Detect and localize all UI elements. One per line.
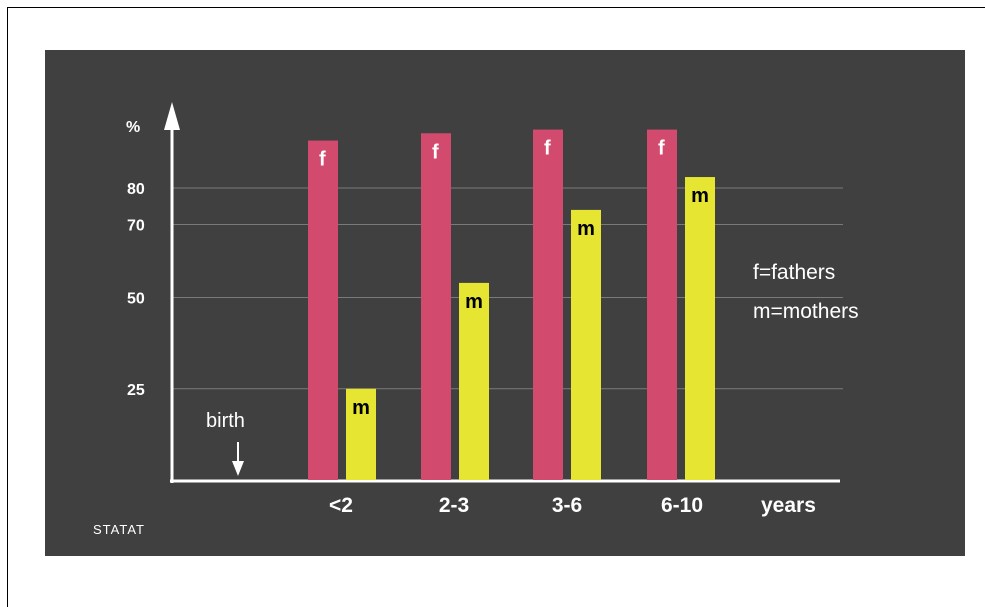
- y-tick-label-70: 70: [127, 218, 145, 235]
- x-tick-label-1: 2-3: [439, 494, 469, 517]
- bar-mothers-0: [346, 388, 376, 480]
- bar-label-mothers-2: m: [577, 218, 595, 240]
- bar-chart: % 25 50 70 80 f f f f m m m m <2 2-3 3-6 6-10 years b…: [93, 102, 859, 537]
- legend-fathers: f=fathers: [753, 261, 835, 284]
- x-tick-label-0: <2: [329, 494, 353, 517]
- bar-label-mothers-0: m: [352, 397, 370, 419]
- bar-label-fathers-0: f: [319, 149, 326, 171]
- bars: f f f f m m m m: [308, 129, 715, 481]
- chart-panel: % 25 50 70 80 f f f f m m m m <2 2-3 3-6 6-10 years b…: [45, 50, 965, 556]
- y-tick-labels: 25 50 70 80: [127, 181, 145, 399]
- credit-label: STATAT: [93, 522, 145, 537]
- axes: [164, 102, 840, 483]
- bar-mothers-1: [459, 282, 489, 480]
- grid-lines: [172, 187, 843, 390]
- y-unit-label: %: [126, 119, 140, 136]
- page-frame: [7, 7, 985, 607]
- birth-annotation: birth: [206, 410, 245, 432]
- bar-fathers-0: [308, 140, 338, 481]
- bar-fathers-1: [421, 133, 451, 480]
- legend-mothers: m=mothers: [753, 300, 859, 323]
- y-axis-arrowhead: [164, 102, 180, 130]
- x-unit-label: years: [761, 494, 816, 517]
- x-tick-label-2: 3-6: [552, 494, 582, 517]
- bar-label-fathers-1: f: [432, 141, 439, 163]
- bar-label-fathers-2: f: [544, 138, 551, 160]
- bar-mothers-2: [571, 209, 601, 480]
- bar-label-fathers-3: f: [658, 138, 665, 160]
- x-tick-label-3: 6-10: [661, 494, 703, 517]
- bar-fathers-3: [647, 129, 677, 480]
- y-tick-label-80: 80: [127, 181, 145, 198]
- bar-fathers-2: [533, 129, 563, 480]
- down-arrow-icon: [232, 442, 244, 476]
- x-tick-labels: <2 2-3 3-6 6-10: [329, 494, 703, 517]
- y-tick-label-50: 50: [127, 291, 145, 308]
- bar-label-mothers-3: m: [691, 185, 709, 207]
- bar-label-mothers-1: m: [465, 291, 483, 313]
- bar-mothers-3: [685, 177, 715, 481]
- y-tick-label-25: 25: [127, 382, 145, 399]
